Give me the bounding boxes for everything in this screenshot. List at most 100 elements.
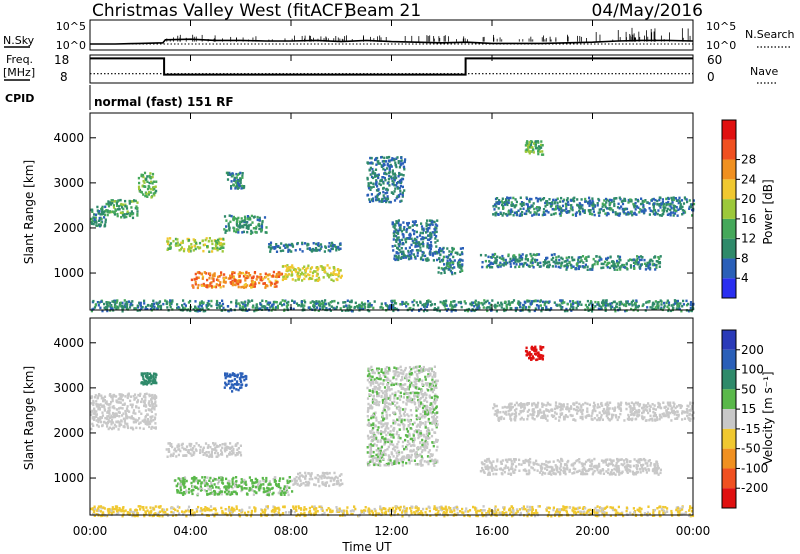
range-cell — [647, 264, 650, 268]
range-cell — [150, 416, 153, 420]
range-cell — [630, 300, 633, 304]
range-cell — [124, 422, 127, 425]
beam-label: Beam 21 — [345, 1, 421, 21]
range-cell — [192, 238, 195, 241]
range-cell — [495, 258, 498, 261]
range-cell — [122, 207, 125, 211]
range-cell — [91, 208, 94, 212]
range-cell — [335, 480, 338, 483]
range-cell — [427, 373, 430, 376]
range-cell — [396, 430, 399, 434]
range-cell — [676, 304, 679, 307]
range-cell — [166, 242, 170, 246]
range-cell — [145, 192, 148, 196]
range-cell — [275, 250, 279, 253]
range-cell — [563, 301, 566, 304]
range-cell — [369, 181, 372, 185]
range-cell — [248, 476, 251, 479]
range-cell — [533, 211, 536, 214]
range-cell — [470, 301, 474, 304]
range-cell — [570, 266, 573, 270]
range-cell — [206, 476, 209, 479]
range-cell — [323, 301, 326, 305]
range-cell — [616, 206, 620, 209]
range-cell — [542, 261, 545, 264]
range-cell — [243, 185, 246, 188]
range-cell — [333, 307, 337, 310]
range-cell — [436, 258, 439, 262]
range-cell — [395, 257, 399, 261]
range-cell — [217, 279, 220, 282]
range-cell — [286, 267, 289, 270]
range-cell — [439, 260, 442, 263]
range-cell — [414, 257, 417, 260]
range-cell — [138, 410, 141, 413]
range-cell — [531, 257, 534, 260]
range-cell — [238, 220, 241, 223]
range-cell — [153, 426, 156, 429]
range-cell — [406, 255, 409, 258]
range-cell — [385, 366, 388, 369]
range-cell — [207, 240, 210, 243]
range-cell — [100, 416, 103, 419]
range-cell — [414, 220, 417, 223]
range-cell — [375, 198, 378, 201]
range-cell — [396, 238, 399, 241]
range-cell — [373, 378, 376, 381]
range-cell — [616, 259, 619, 263]
range-cell — [124, 203, 127, 206]
range-cell — [378, 200, 381, 203]
range-cell — [293, 300, 296, 303]
power-panel-bg — [90, 113, 693, 310]
range-cell — [315, 274, 318, 278]
range-cell — [124, 395, 127, 398]
range-cell — [416, 304, 420, 307]
range-cell — [217, 284, 220, 287]
range-cell — [177, 489, 180, 493]
range-cell — [201, 476, 204, 479]
range-cell — [118, 423, 121, 426]
range-cell — [199, 489, 203, 492]
range-cell — [403, 414, 406, 417]
range-cell — [306, 482, 309, 485]
range-cell — [579, 203, 582, 206]
range-cell — [515, 211, 518, 214]
range-cell — [565, 259, 568, 263]
range-cell — [427, 412, 430, 416]
range-cell — [291, 490, 294, 493]
range-cell — [104, 401, 107, 405]
range-cell — [139, 303, 142, 306]
range-cell — [275, 483, 278, 487]
range-cell — [512, 214, 515, 217]
range-cell — [394, 404, 397, 407]
range-cell — [218, 491, 222, 494]
range-cell — [185, 479, 188, 483]
range-cell — [636, 305, 639, 309]
range-cell — [143, 302, 146, 305]
range-cell — [150, 407, 154, 410]
range-cell — [266, 490, 269, 494]
range-cell — [311, 300, 314, 303]
range-cell — [428, 246, 431, 250]
range-cell — [409, 255, 413, 258]
range-cell — [235, 228, 238, 231]
range-cell — [420, 450, 424, 454]
range-cell — [333, 269, 336, 272]
range-cell — [230, 386, 233, 389]
range-cell — [290, 242, 293, 246]
range-cell — [255, 278, 258, 281]
range-cell — [452, 255, 455, 259]
range-cell — [187, 491, 190, 494]
range-cell — [113, 423, 116, 427]
range-cell — [622, 199, 625, 203]
range-cell — [169, 246, 172, 250]
range-cell — [565, 211, 569, 214]
range-cell — [105, 209, 108, 212]
range-cell — [308, 477, 311, 481]
range-cell — [561, 204, 565, 208]
range-cell — [398, 172, 401, 175]
range-cell — [500, 306, 503, 309]
range-cell — [256, 275, 259, 278]
range-cell — [337, 479, 340, 483]
range-cell — [650, 199, 653, 202]
